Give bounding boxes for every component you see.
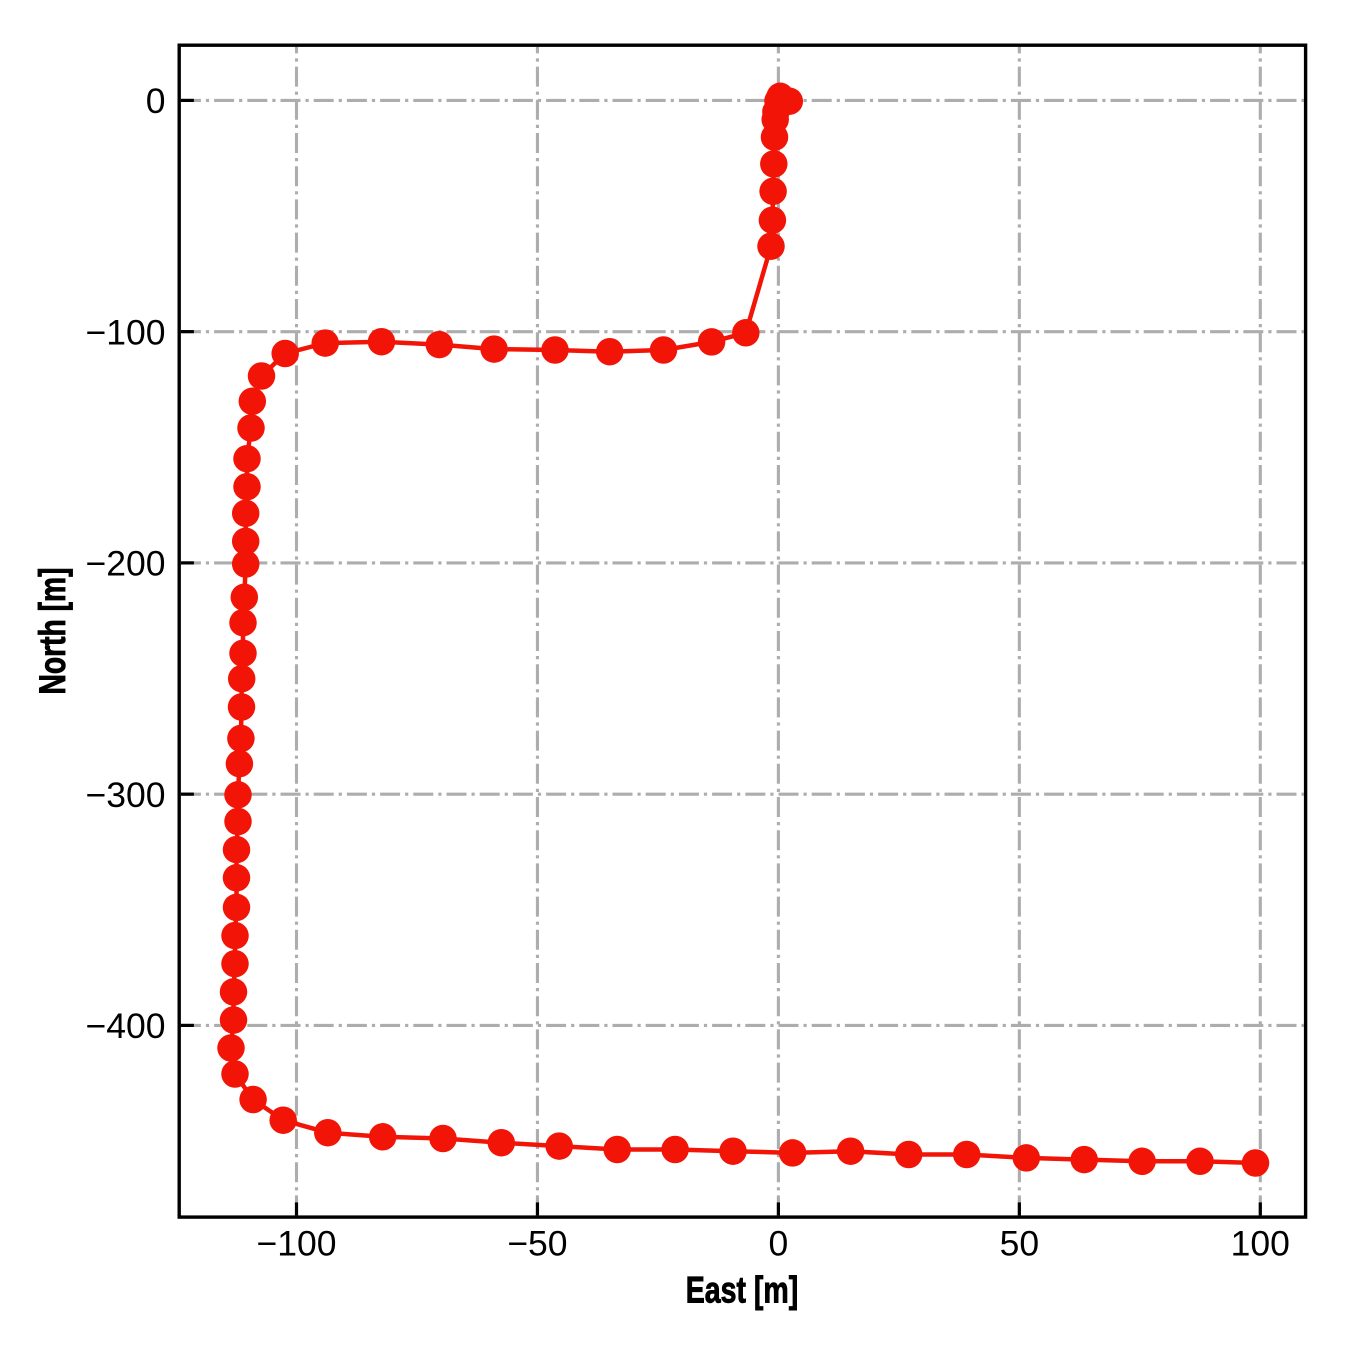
svg-text:North [m]: North [m] <box>32 568 73 695</box>
svg-text:−400: −400 <box>86 1006 166 1046</box>
svg-text:50: 50 <box>1000 1223 1040 1263</box>
svg-text:0: 0 <box>769 1223 789 1263</box>
svg-text:East [m]: East [m] <box>686 1269 799 1310</box>
svg-text:−300: −300 <box>86 775 166 815</box>
svg-text:0: 0 <box>146 81 166 121</box>
svg-text:−200: −200 <box>86 544 166 584</box>
svg-text:−100: −100 <box>86 312 166 352</box>
svg-text:−50: −50 <box>507 1223 567 1263</box>
svg-text:100: 100 <box>1231 1223 1290 1263</box>
svg-text:−100: −100 <box>257 1223 337 1263</box>
